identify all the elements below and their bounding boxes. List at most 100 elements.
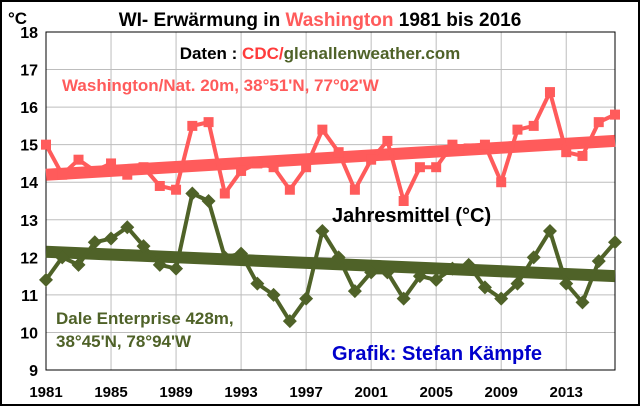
axis-ticks: 9 10 11 12 13 14 15 16 17 18 1981 1985 1989 1993 1997 2… bbox=[20, 25, 583, 401]
x-tick-label: 2001 bbox=[354, 384, 387, 401]
dale-data-point bbox=[364, 265, 379, 280]
washington-data-point bbox=[577, 150, 588, 161]
dale-data-point bbox=[315, 224, 330, 239]
washington-data-point bbox=[414, 162, 425, 173]
washington-data-point bbox=[203, 117, 214, 128]
washington-data-point bbox=[154, 180, 165, 191]
dale-data-point bbox=[396, 291, 411, 306]
washington-data-point bbox=[138, 162, 149, 173]
x-tick-label: 1981 bbox=[29, 384, 62, 401]
x-tick-label: 2013 bbox=[550, 384, 583, 401]
washington-data-point bbox=[528, 120, 539, 131]
dale-data-point bbox=[575, 295, 590, 310]
dale-data-point bbox=[559, 276, 574, 291]
washington-data-point bbox=[317, 124, 328, 135]
dale-data-point bbox=[526, 250, 541, 265]
y-tick-label: 13 bbox=[20, 213, 38, 230]
dale-data-point bbox=[282, 314, 297, 329]
data-source: Daten : CDC/glenallenweather.com bbox=[180, 44, 461, 63]
dale-data-point bbox=[185, 186, 200, 201]
dale-data-point bbox=[461, 257, 476, 272]
washington-data-point bbox=[463, 143, 474, 154]
dale-data-point bbox=[71, 257, 86, 272]
washington-data-point bbox=[236, 165, 247, 176]
washington-data-point bbox=[349, 184, 360, 195]
washington-data-point bbox=[122, 169, 133, 180]
washington-series-label: Washington/Nat. 20m, 38°51'N, 77°02'W bbox=[62, 76, 380, 95]
x-tick-label: 2009 bbox=[485, 384, 518, 401]
x-tick-label: 1989 bbox=[159, 384, 192, 401]
y-tick-label: 16 bbox=[20, 100, 38, 117]
dale-data-point bbox=[39, 272, 53, 287]
series-layer bbox=[39, 87, 622, 329]
x-tick-label: 1997 bbox=[289, 384, 322, 401]
dale-data-point bbox=[412, 269, 427, 284]
dale-data-point bbox=[234, 246, 249, 261]
washington-data-point bbox=[431, 162, 442, 173]
washington-trend-line bbox=[45, 134, 616, 181]
x-tick-label: 1993 bbox=[224, 384, 257, 401]
dale-data-point bbox=[299, 291, 314, 306]
dale-data-point bbox=[608, 235, 622, 250]
washington-data-point bbox=[187, 120, 198, 131]
dale-data-point bbox=[55, 250, 70, 265]
washington-data-point bbox=[106, 158, 117, 169]
dale-data-point bbox=[380, 265, 395, 280]
dale-series-label-line2: 38°45'N, 78°94'W bbox=[56, 332, 192, 351]
dale-data-point bbox=[591, 254, 606, 269]
y-unit-label: °C bbox=[8, 9, 27, 28]
dale-data-point bbox=[542, 224, 557, 239]
dale-trend-line bbox=[45, 245, 616, 283]
x-tick-label: 1985 bbox=[94, 384, 127, 401]
dale-data-point bbox=[169, 261, 184, 276]
washington-data-point bbox=[593, 117, 604, 128]
washington-data-point bbox=[252, 158, 263, 169]
source-cdc: CDC/ bbox=[242, 44, 284, 63]
washington-data-point bbox=[219, 188, 230, 199]
washington-data-point bbox=[73, 154, 84, 165]
author-credit: Grafik: Stefan Kämpfe bbox=[332, 343, 542, 365]
washington-data-point bbox=[284, 184, 295, 195]
title-prefix: WI- Erwärmung in bbox=[119, 10, 286, 31]
dale-data-point bbox=[87, 235, 102, 250]
y-tick-label: 17 bbox=[20, 63, 38, 80]
dale-data-point bbox=[510, 276, 525, 291]
dale-data-point bbox=[120, 220, 135, 235]
chart-title: WI- Erwärmung in Washington 1981 bis 201… bbox=[119, 10, 522, 31]
washington-data-point bbox=[512, 124, 523, 135]
x-tick-label: 2005 bbox=[419, 384, 452, 401]
y-tick-label: 10 bbox=[20, 325, 38, 342]
washington-data-point bbox=[479, 139, 490, 150]
dale-data-point bbox=[445, 261, 460, 276]
dale-data-point bbox=[217, 250, 232, 265]
dale-data-point bbox=[104, 231, 119, 246]
dale-data-point bbox=[266, 287, 281, 302]
title-suffix: 1981 bis 2016 bbox=[393, 10, 521, 31]
dale-data-point bbox=[347, 284, 362, 299]
dale-data-point bbox=[136, 239, 151, 254]
annual-mean-label: Jahresmittel (°C) bbox=[332, 205, 491, 227]
source-site: glenallenweather.com bbox=[284, 44, 461, 63]
y-tick-label: 9 bbox=[29, 363, 38, 380]
y-tick-label: 11 bbox=[21, 288, 38, 305]
source-prefix: Daten : bbox=[180, 44, 242, 63]
washington-data-point bbox=[366, 154, 377, 165]
y-tick-label: 18 bbox=[20, 25, 38, 42]
dale-data-point bbox=[494, 291, 509, 306]
washington-data-point bbox=[382, 135, 393, 146]
plot-area bbox=[45, 31, 616, 371]
washington-data-point bbox=[447, 139, 458, 150]
y-tick-label: 14 bbox=[20, 175, 38, 192]
dale-data-point bbox=[331, 250, 346, 265]
washington-data-point bbox=[333, 147, 344, 158]
dale-data-point bbox=[201, 194, 216, 208]
washington-data-point bbox=[171, 184, 182, 195]
washington-data-point bbox=[41, 139, 51, 150]
washington-data-point bbox=[544, 87, 555, 98]
washington-data-point bbox=[268, 162, 279, 173]
washington-data-point bbox=[398, 196, 409, 206]
washington-data-point bbox=[610, 109, 620, 120]
dale-series-label-line1: Dale Enterprise 428m, bbox=[56, 309, 234, 328]
washington-data-point bbox=[89, 165, 100, 176]
